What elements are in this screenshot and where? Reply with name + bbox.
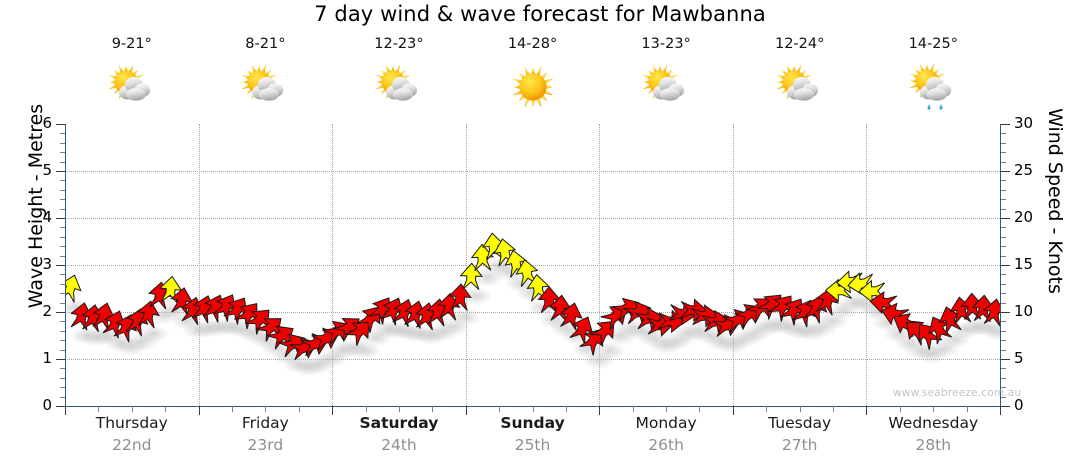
right-axis-tick-label: 25 [1014,161,1034,179]
left-axis-tick-label: 3 [42,255,52,273]
day-label-saturday: Saturday 24th [332,412,466,456]
left-axis-tick-label: 6 [42,114,52,132]
right-axis-tick-label: 0 [1014,396,1024,414]
left-axis-tick-label: 5 [42,161,52,179]
day-label-sunday: Sunday 25th [466,412,600,456]
day-name: Monday [635,414,697,432]
day-date: 28th [915,436,952,454]
day-name: Wednesday [888,414,979,432]
day-header-sunday: 14-28° [466,36,600,124]
left-axis-line [65,124,66,407]
day-header-thursday: 9-21° [65,36,199,124]
sun-behind-cloud-rain-icon [902,56,964,118]
day-temperature-range: 12-23° [374,36,424,52]
right-axis-tick-label: 10 [1014,302,1034,320]
day-header-row: 9-21° 8-21° [65,36,1000,124]
day-temperature-range: 14-25° [908,36,958,52]
day-label-friday: Friday 23rd [199,412,333,456]
day-label-tuesday: Tuesday 27th [733,412,867,456]
day-date: 26th [648,436,684,454]
sun-behind-cloud-icon [368,56,430,118]
day-temperature-range: 12-24° [774,36,825,52]
day-temperature-range: 9-21° [111,36,152,52]
left-axis-tick-label: 2 [42,302,52,320]
left-axis-tick-label: 4 [42,208,52,226]
right-axis-title: Wind Speed - Knots [1044,108,1066,294]
day-date: 27th [781,436,818,454]
right-axis-tick-label: 30 [1014,114,1034,132]
sun-behind-cloud-icon [234,56,296,118]
page-title: 7 day wind & wave forecast for Mawbanna [314,2,766,26]
day-date: 24th [381,436,417,454]
day-temperature-range: 8-21° [245,36,286,52]
left-axis-tick-label: 0 [42,396,52,414]
day-date: 22nd [112,436,152,454]
day-header-friday: 8-21° [199,36,333,124]
right-axis-tick-label: 5 [1014,349,1024,367]
day-name: Friday [241,414,289,432]
day-temperature-range: 14-28° [507,36,558,52]
day-header-saturday: 12-23° [332,36,466,124]
day-label-thursday: Thursday 22nd [65,412,199,456]
day-name: Tuesday [768,414,832,432]
day-name: Sunday [500,414,565,432]
day-temperature-range: 13-23° [641,36,691,52]
day-name: Saturday [359,414,439,432]
day-footer-row: Thursday 22nd Friday 23rd Saturday 24th Sun… [65,412,1000,456]
day-date: 23rd [247,436,284,454]
day-header-tuesday: 12-24° [733,36,867,124]
right-axis-line [1000,124,1001,407]
wind-arrow-series [65,232,1000,377]
watermark: www.seabreeze.com.au [893,387,1022,399]
left-axis-tick-label: 1 [42,349,52,367]
day-header-monday: 13-23° [599,36,733,124]
sun-behind-cloud-icon [635,56,697,118]
day-name: Thursday [95,414,168,432]
day-label-monday: Monday 26th [599,412,733,456]
right-axis-tick-label: 20 [1014,208,1034,226]
sun-behind-cloud-icon [769,56,831,118]
day-label-wednesday: Wednesday 28th [866,412,1000,456]
left-axis-title: Wave Height - Metres [25,103,47,309]
plot-area [65,124,1000,406]
sun-icon [502,56,564,118]
right-axis-tick-label: 15 [1014,255,1034,273]
sun-behind-cloud-icon [101,56,163,118]
day-date: 25th [514,436,551,454]
day-header-wednesday: 14-25° [866,36,1000,124]
